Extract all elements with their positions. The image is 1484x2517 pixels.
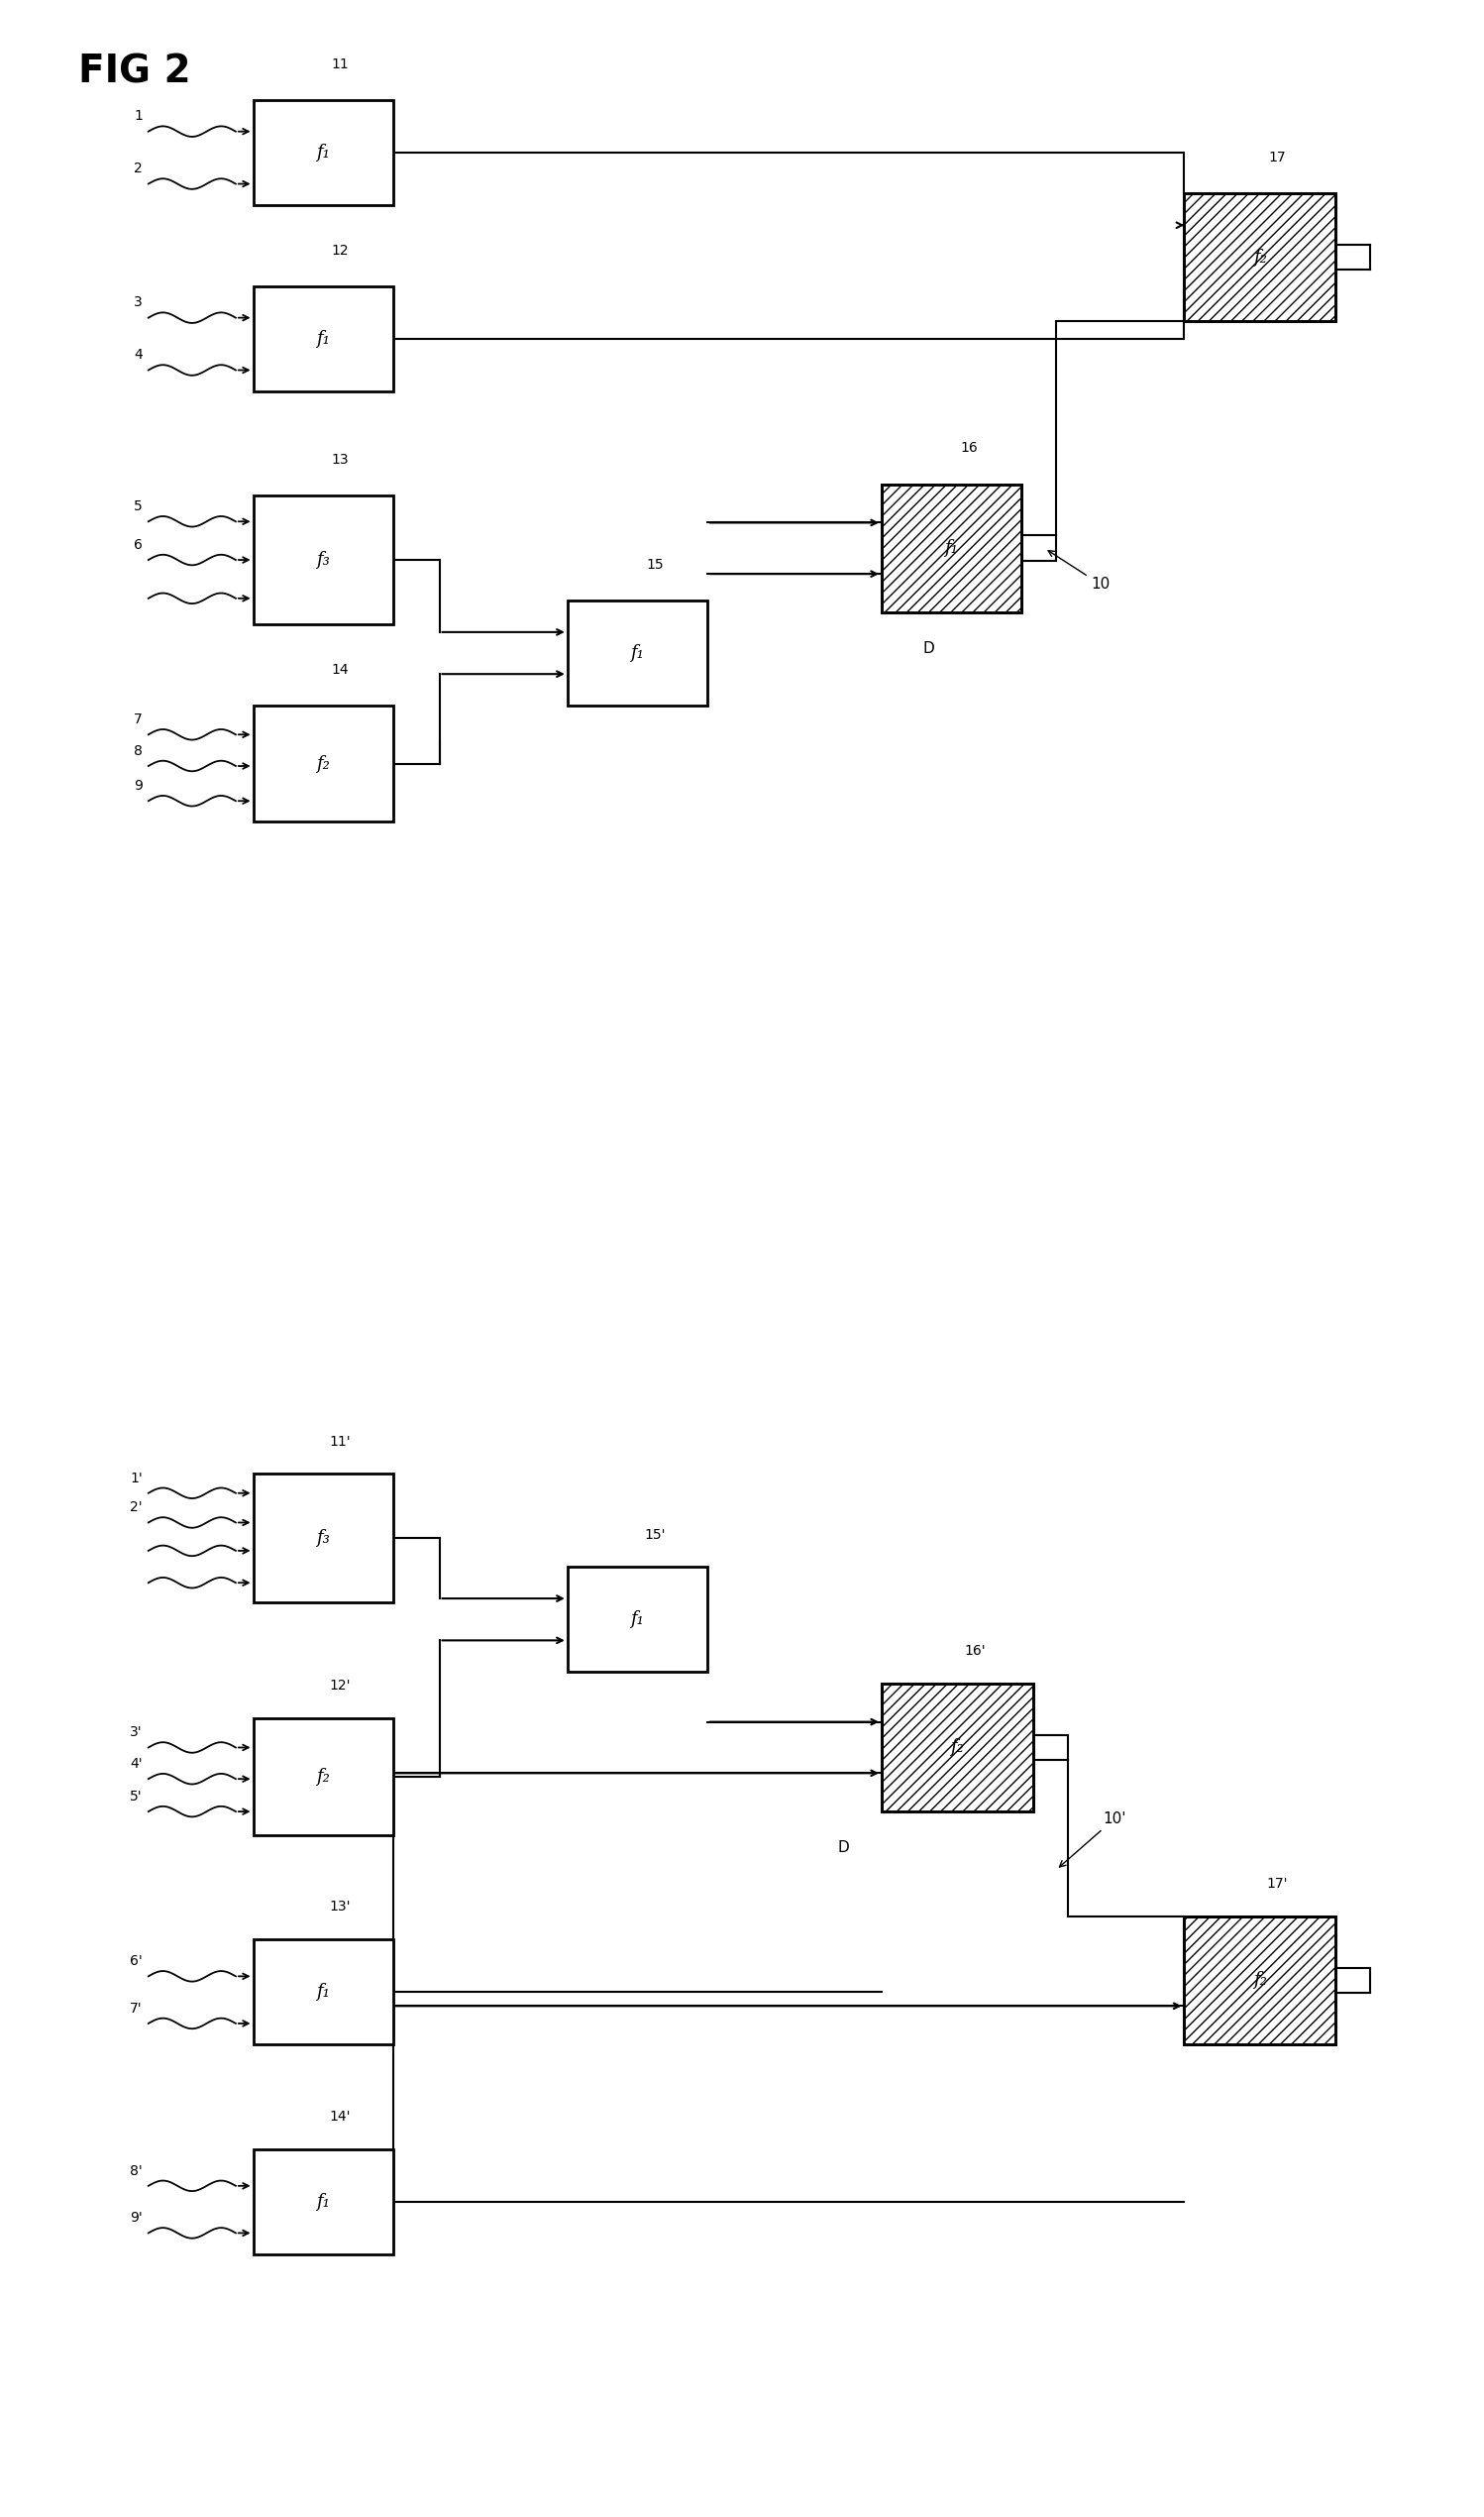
Text: 14: 14	[332, 662, 349, 677]
Text: 7: 7	[134, 712, 142, 727]
Text: f₂: f₂	[1252, 249, 1267, 267]
Text: 10: 10	[1048, 551, 1110, 591]
Text: f₁: f₁	[316, 1983, 329, 2001]
Text: 5': 5'	[131, 1790, 142, 1802]
Text: 16': 16'	[965, 1644, 985, 1659]
Text: f₁: f₁	[316, 2192, 329, 2210]
Text: 2': 2'	[131, 1500, 142, 1515]
FancyBboxPatch shape	[881, 483, 1021, 612]
Text: 3': 3'	[131, 1727, 142, 1739]
FancyBboxPatch shape	[567, 1568, 706, 1671]
Text: f₂: f₂	[316, 755, 329, 773]
Text: 6': 6'	[131, 1953, 142, 1968]
FancyBboxPatch shape	[1184, 1915, 1336, 2044]
FancyBboxPatch shape	[881, 1684, 1033, 1812]
Text: 1': 1'	[131, 1470, 142, 1485]
Text: f₂: f₂	[950, 1739, 965, 1757]
Text: 14': 14'	[329, 2109, 352, 2124]
Text: 2: 2	[134, 161, 142, 176]
Text: 9: 9	[134, 778, 142, 793]
Text: 17': 17'	[1267, 1878, 1288, 1890]
Text: 4': 4'	[131, 1757, 142, 1772]
Text: 12: 12	[332, 244, 349, 257]
Text: 15: 15	[646, 559, 663, 571]
Text: 17: 17	[1269, 151, 1287, 164]
Text: D: D	[837, 1840, 849, 1855]
FancyBboxPatch shape	[254, 1719, 393, 1835]
FancyBboxPatch shape	[254, 705, 393, 823]
Text: 1: 1	[134, 108, 142, 123]
FancyBboxPatch shape	[254, 1475, 393, 1601]
Text: 11: 11	[331, 58, 349, 70]
Text: D: D	[923, 642, 933, 657]
Text: 8: 8	[134, 745, 142, 758]
Text: f₂: f₂	[316, 1767, 329, 1785]
Text: 3: 3	[134, 294, 142, 310]
FancyBboxPatch shape	[254, 1941, 393, 2044]
Text: 4: 4	[134, 347, 142, 362]
Text: 8': 8'	[131, 2165, 142, 2177]
Text: 10': 10'	[1060, 1812, 1126, 1868]
Text: f₃: f₃	[316, 551, 329, 569]
Text: f₂: f₂	[1252, 1971, 1267, 1988]
Text: 12': 12'	[329, 1679, 352, 1694]
Text: 16: 16	[960, 440, 978, 456]
Text: 13: 13	[332, 453, 349, 466]
Text: f₁: f₁	[316, 330, 329, 347]
FancyBboxPatch shape	[254, 2150, 393, 2253]
Text: 13': 13'	[329, 1900, 352, 1913]
Text: f₁: f₁	[316, 143, 329, 161]
Text: 6: 6	[134, 539, 142, 551]
Text: 15': 15'	[644, 1528, 665, 1540]
FancyBboxPatch shape	[254, 287, 393, 390]
FancyBboxPatch shape	[254, 496, 393, 624]
Text: f₃: f₃	[316, 1528, 329, 1548]
Text: 5: 5	[134, 498, 142, 513]
Text: 11': 11'	[329, 1435, 352, 1447]
Text: f₁: f₁	[945, 539, 959, 556]
Text: FIG 2: FIG 2	[79, 53, 191, 91]
FancyBboxPatch shape	[1184, 194, 1336, 322]
Text: f₁: f₁	[631, 644, 644, 662]
FancyBboxPatch shape	[567, 602, 706, 705]
FancyBboxPatch shape	[254, 101, 393, 204]
Text: 9': 9'	[131, 2210, 142, 2225]
Text: 7': 7'	[131, 2001, 142, 2016]
Text: f₁: f₁	[631, 1611, 644, 1628]
